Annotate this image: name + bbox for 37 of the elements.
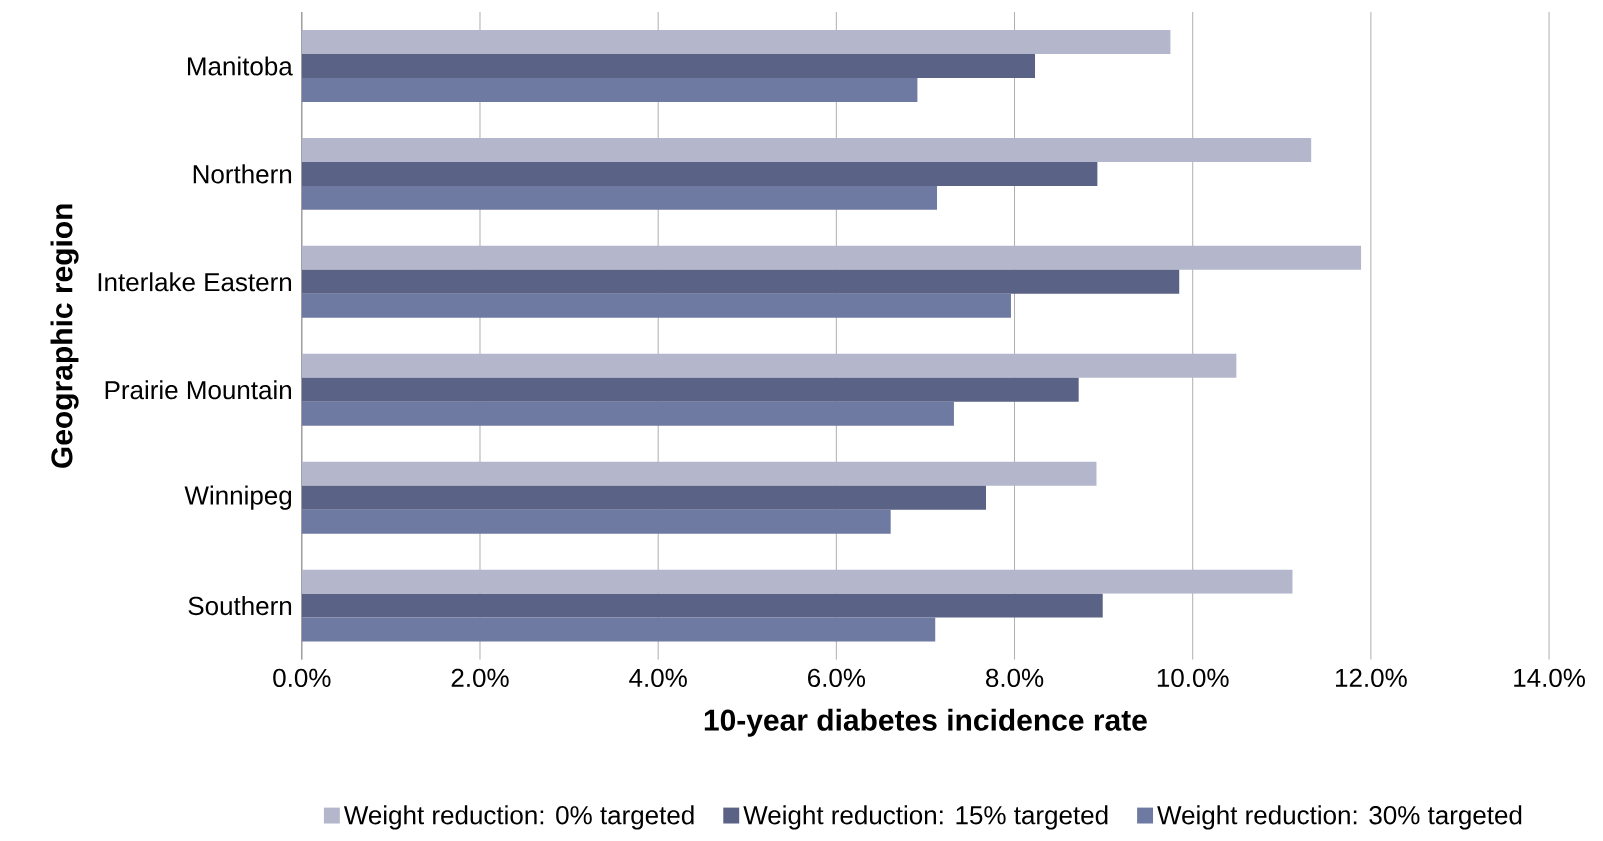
bar xyxy=(301,509,891,534)
x-tick-label: 10.0% xyxy=(1157,668,1229,687)
bar xyxy=(301,185,938,210)
bar xyxy=(301,29,1171,54)
bar xyxy=(301,77,918,102)
bar xyxy=(301,137,1312,162)
x-tick-label: 12.0% xyxy=(1336,668,1407,687)
bar xyxy=(301,617,936,642)
bar xyxy=(301,245,1362,270)
x-tick-label: 14.0% xyxy=(1514,668,1585,687)
x-tick-label: 2.0% xyxy=(451,668,509,687)
y-axis-title: Geographic region xyxy=(50,204,79,468)
bar xyxy=(301,53,1036,78)
bar xyxy=(301,461,1097,486)
bar xyxy=(301,161,1098,186)
bar xyxy=(301,593,1103,618)
bar xyxy=(301,353,1237,378)
y-tick-label: Manitoba xyxy=(187,56,293,76)
bar xyxy=(301,401,954,426)
y-tick-label: Interlake Eastern xyxy=(98,272,292,292)
bar xyxy=(301,569,1293,594)
bar xyxy=(301,485,987,510)
x-tick-label: 8.0% xyxy=(986,668,1044,687)
bar xyxy=(301,293,1011,318)
bar xyxy=(301,269,1180,294)
y-tick-label: Winnipeg xyxy=(184,485,292,510)
bar xyxy=(301,377,1079,402)
legend-label: Weight reduction: 30% targeted xyxy=(1157,805,1522,830)
x-tick-label: 4.0% xyxy=(629,668,687,687)
x-tick-label: 0.0% xyxy=(273,668,331,687)
y-tick-label: Prairie Mountain xyxy=(105,379,291,400)
legend-label: Weight reduction: 0% targeted xyxy=(343,805,694,830)
y-tick-label: Southern xyxy=(188,595,292,615)
x-axis-title: 10-year diabetes incidence rate xyxy=(704,708,1147,737)
legend-label: Weight reduction: 15% targeted xyxy=(743,805,1108,830)
y-tick-label: Northern xyxy=(193,164,292,184)
x-tick-label: 6.0% xyxy=(808,668,866,687)
